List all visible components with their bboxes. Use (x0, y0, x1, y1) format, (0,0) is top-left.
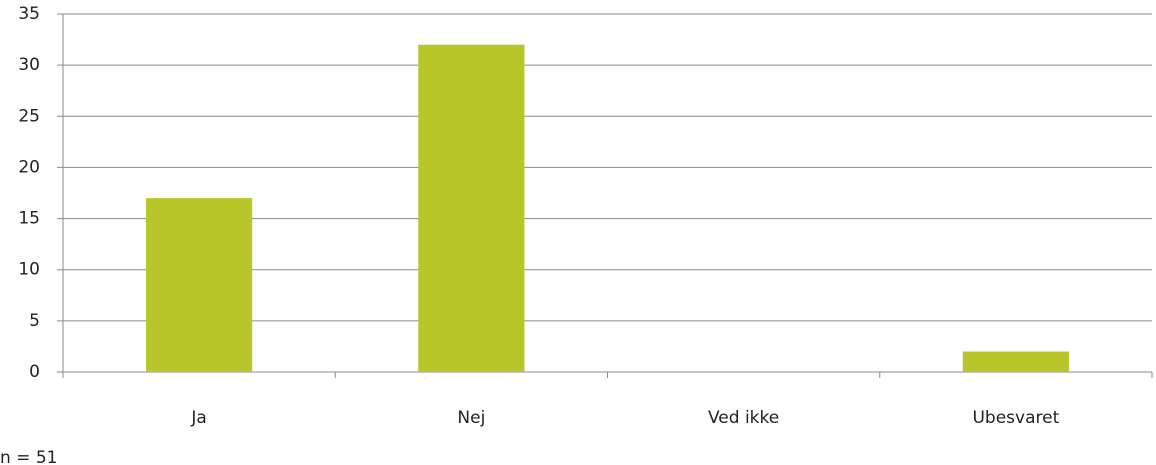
y-tick-label: 30 (18, 55, 40, 75)
y-tick-label: 15 (18, 209, 40, 229)
bar (146, 198, 253, 372)
y-tick-label: 20 (18, 157, 40, 177)
y-tick-label: 35 (18, 4, 40, 24)
bar (962, 351, 1069, 372)
x-tick-label: Nej (457, 408, 485, 428)
bar (418, 44, 525, 372)
y-tick-label: 10 (18, 260, 40, 280)
x-tick-label: Ved ikke (708, 408, 779, 428)
y-tick-label: 5 (29, 311, 40, 331)
note: n = 51 (0, 448, 57, 465)
y-tick-label: 25 (18, 106, 40, 126)
y-tick-label: 0 (29, 362, 40, 382)
x-tick-label: Ja (190, 408, 206, 428)
x-tick-label: Ubesvaret (972, 408, 1059, 428)
